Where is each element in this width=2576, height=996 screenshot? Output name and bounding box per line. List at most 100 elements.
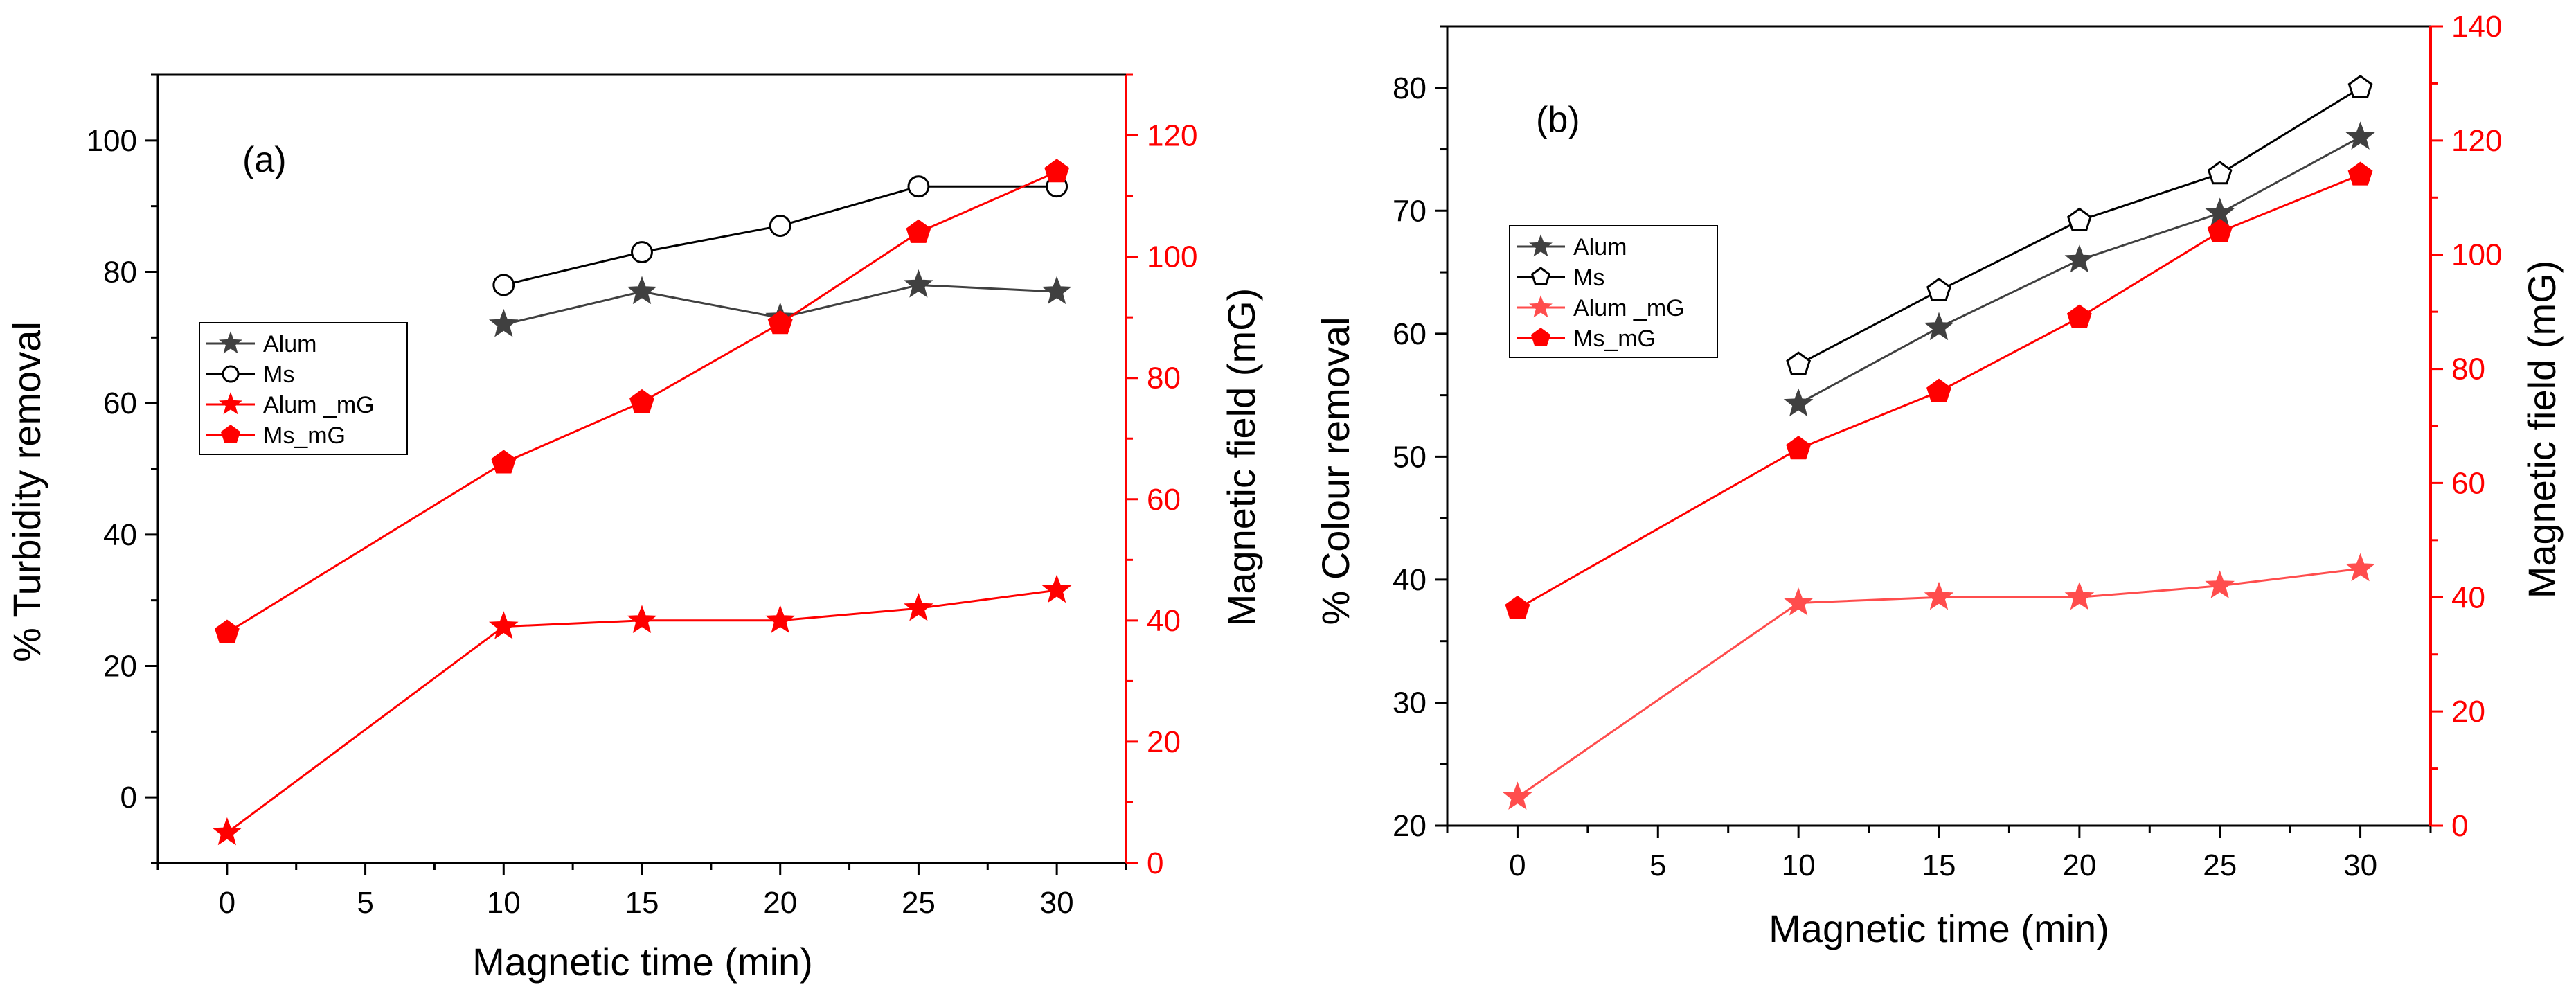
- panel-b-y2-tick-label: 140: [2451, 10, 2502, 44]
- panel-a-legend-marker: [222, 365, 240, 383]
- panel-b-x-tick-label: 20: [2062, 848, 2096, 882]
- panel-a-y-tick-label: 0: [120, 781, 137, 815]
- panel-a-y-tick-label: 80: [103, 256, 137, 290]
- panel-b-series-alum-mg-point: [1783, 587, 1814, 616]
- panel-b-x-tick-label: 30: [2343, 848, 2377, 882]
- panel-b-series-alum-mg-point: [2205, 570, 2235, 598]
- panel-a-x-tick-label: 25: [902, 886, 936, 920]
- panel-b-x-tick-label: 10: [1782, 848, 1816, 882]
- panel-b-x-axis-title: Magnetic time (min): [1769, 907, 2109, 950]
- panel-b-legend-marker: [1530, 328, 1551, 346]
- panel-b-y-tick-label: 20: [1393, 809, 1426, 843]
- panel-a-series-ms-mg-point: [629, 389, 654, 413]
- panel-a-label: (a): [242, 140, 287, 180]
- panel-a-series-alum-mg-point: [904, 592, 933, 621]
- panel-b-y2-tick-label: 40: [2451, 580, 2485, 614]
- panel-b-y-tick-label: 40: [1393, 563, 1426, 597]
- panel-a-series-alum-mg-point: [627, 605, 657, 634]
- panel-a-series-ms-point: [907, 175, 930, 198]
- panel-a-series-ms-mg-point: [767, 310, 793, 335]
- panel-a-y2-tick-label: 80: [1147, 362, 1181, 395]
- panel-b-y-axis-title: % Colour removal: [1314, 317, 1357, 625]
- panel-a-series-alum-mg-point: [765, 605, 796, 634]
- panel-b-series-ms-point: [2066, 207, 2092, 231]
- panel-b-y2-tick-label: 60: [2451, 466, 2485, 500]
- panel-b-series-alum-mg-point: [2345, 553, 2375, 582]
- panel-b-series-ms-mg-line: [1517, 173, 2361, 610]
- panel-b-y2-tick-label: 0: [2451, 809, 2468, 843]
- panel-b-series-alum-mg-point: [1503, 781, 1532, 810]
- panel-a-legend: Alum Ms Alum _mG Ms_mG: [199, 322, 408, 455]
- panel-b-series-ms-mg-point: [2066, 304, 2092, 328]
- panel-b-x-tick-label: 0: [1509, 848, 1526, 882]
- panel-b-legend-marker: [1529, 295, 1553, 318]
- panel-b-series-ms-mg-point: [2347, 161, 2373, 186]
- panel-b-series-ms-point: [2347, 74, 2373, 98]
- panel-b-series-alum-point: [1924, 312, 1954, 341]
- panel-a-series-ms-mg-point: [214, 619, 240, 643]
- panel-b-series-alum-line: [1798, 136, 2361, 405]
- panel-a-x-tick-label: 30: [1040, 886, 1074, 920]
- panel-a-x-tick-label: 5: [357, 886, 373, 920]
- panel-a-chart: (a) Magnetic time (min) % Turbidity remo…: [5, 73, 1263, 984]
- panel-b-y-tick-label: 80: [1393, 71, 1426, 105]
- panel-a-legend-label: Ms: [263, 362, 294, 388]
- panel-b-y-tick-label: 70: [1393, 194, 1426, 228]
- panel-a-x-tick-label: 15: [625, 886, 659, 920]
- panel-a-series-ms-mg-point: [1044, 159, 1070, 183]
- panel-a-y-tick-label: 20: [103, 650, 137, 684]
- panel-a-series-ms-point: [631, 241, 653, 263]
- panel-b-series-ms-point: [1926, 277, 1951, 301]
- panel-b-legend-label: Alum: [1573, 234, 1627, 260]
- panel-b-series-alum-point: [2345, 121, 2375, 150]
- panel-a-series-alum-point: [1041, 276, 1072, 305]
- panel-a-x-tick-label: 0: [219, 886, 235, 920]
- panel-a-series-alum-mg-line: [226, 589, 1057, 834]
- panel-b-legend-marker: [1530, 267, 1551, 285]
- panel-a-x-tick-label: 10: [487, 886, 521, 920]
- panel-a-legend-label: Alum _mG: [263, 392, 375, 418]
- panel-b-series-ms-mg-point: [1926, 378, 1951, 402]
- panel-b-series-ms-point: [2207, 161, 2233, 185]
- panel-b-chart: (b) Magnetic time (min) % Colour removal…: [1314, 10, 2564, 950]
- panel-b-legend-marker: [1529, 234, 1553, 257]
- panel-b-y2-tick-label: 20: [2451, 695, 2485, 729]
- panel-a-y-tick-label: 100: [87, 124, 137, 158]
- panel-a-series-alum-point: [627, 276, 657, 305]
- panel-b-series-alum-mg-point: [1924, 581, 1954, 610]
- panel-b-legend-label: Ms: [1573, 265, 1604, 291]
- panel-a-series-ms-point: [769, 215, 791, 238]
- panel-b-y2-tick-label: 120: [2451, 124, 2502, 158]
- panel-b-x-tick-label: 5: [1649, 848, 1666, 882]
- panel-b-legend-label: Ms_mG: [1573, 326, 1656, 352]
- panel-b-series-ms-point: [1786, 351, 1812, 375]
- panel-a-series-ms-point: [492, 274, 515, 296]
- panel-b-label: (b): [1536, 100, 1580, 140]
- panel-a-y-axis-title: % Turbidity removal: [5, 321, 48, 662]
- panel-a-y-tick-label: 40: [103, 518, 137, 552]
- panel-b-y-tick-label: 30: [1393, 686, 1426, 720]
- panel-a-y2-axis-title: Magnetic field (mG): [1219, 288, 1263, 627]
- panel-b-series-alum-mg-line: [1517, 567, 2361, 799]
- panel-b-y2-axis-title: Magnetic field (mG): [2520, 260, 2564, 599]
- panel-a-series-alum-point: [488, 308, 519, 337]
- panel-b-y2-tick-label: 100: [2451, 238, 2502, 272]
- panel-a-x-tick-label: 20: [763, 886, 797, 920]
- panel-a-series-alum-mg-point: [488, 611, 519, 639]
- panel-b-series-ms-mg-point: [1505, 595, 1530, 619]
- panel-b-legend: Alum Ms Alum _mG Ms_mG: [1509, 225, 1718, 358]
- panel-b-series-ms-mg-point: [2207, 218, 2233, 242]
- panel-a-series-alum-point: [904, 269, 933, 298]
- panel-a-legend-label: Ms_mG: [263, 423, 346, 449]
- panel-a-legend-marker: [219, 331, 242, 354]
- panel-a-y2-tick-label: 40: [1147, 604, 1181, 638]
- panel-a-series-ms-mg-point: [906, 219, 931, 243]
- panel-a-legend-marker: [220, 425, 241, 443]
- panel-b-x-tick-label: 15: [1922, 848, 1956, 882]
- panel-b-y2-tick-label: 80: [2451, 353, 2485, 386]
- panel-a-y2-tick-label: 120: [1147, 119, 1197, 153]
- panel-a-series-alum-mg-point: [212, 817, 242, 846]
- panel-a-legend-marker: [219, 392, 242, 415]
- panel-b-series-alum-mg-point: [2064, 581, 2095, 610]
